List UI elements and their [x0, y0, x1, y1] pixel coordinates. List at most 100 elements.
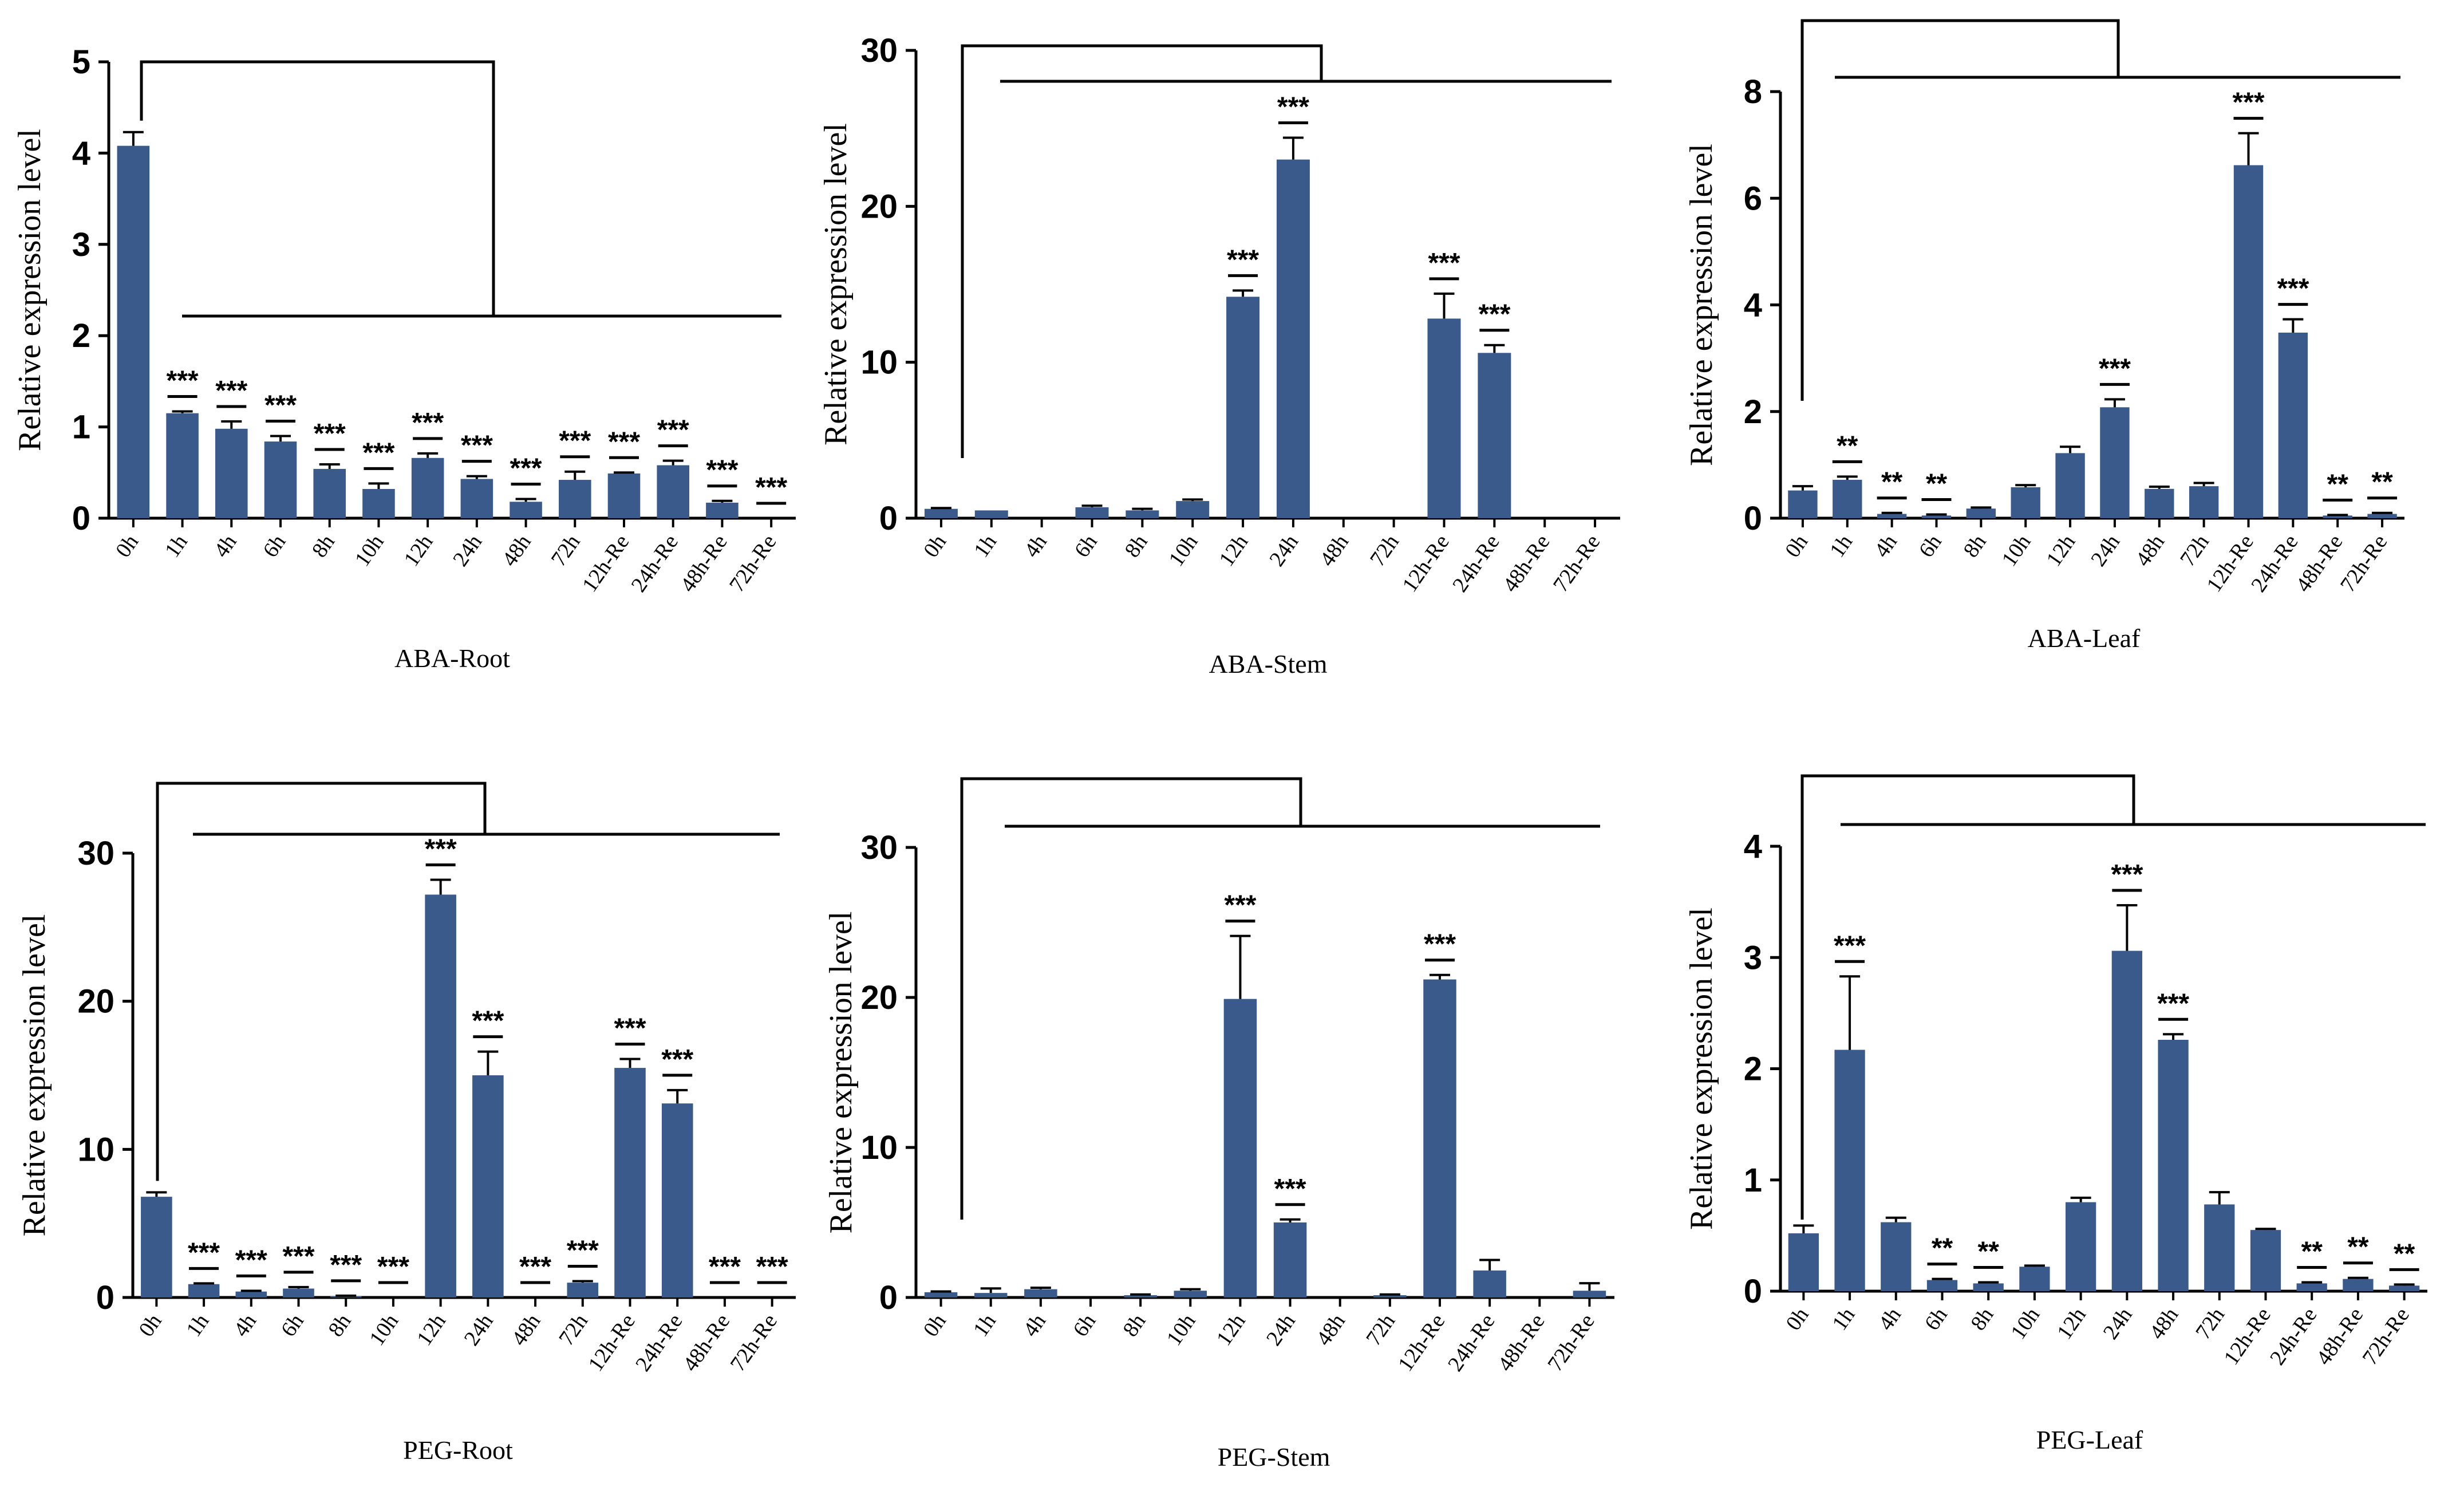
x-tick-label: 48h — [1315, 530, 1353, 571]
x-tick-label: 1h — [160, 530, 192, 562]
y-tick-label: 10 — [77, 1131, 114, 1168]
bar-0h — [1788, 490, 1818, 518]
significance-label: *** — [567, 1236, 599, 1266]
bar-4h — [1881, 1222, 1912, 1291]
x-tick-label: 0h — [1780, 530, 1813, 562]
y-tick-label: 1 — [1744, 1162, 1762, 1199]
significance-label: *** — [1227, 244, 1259, 275]
x-tick-label: 4h — [1870, 530, 1902, 562]
chart-aba-stem: 0 10 20 30 Relative expression level 0h 1h 4h 6h… — [818, 32, 1620, 679]
bar-12h-Re — [1423, 979, 1456, 1297]
bar-8h — [313, 468, 346, 518]
bar-12h — [1226, 297, 1260, 518]
x-tick-label: 12h — [412, 1309, 451, 1350]
significance-label: ** — [2301, 1236, 2323, 1267]
x-tick-label: 8h — [1120, 530, 1152, 562]
x-tick-label: 8h — [307, 530, 339, 562]
x-tick-label: 10h — [350, 530, 389, 571]
chart-aba-root: 0 1 2 3 4 5 Relative expression level 0h 1h *** 4h… — [12, 44, 796, 673]
x-tick-label: 72h — [1361, 1309, 1400, 1350]
y-tick-label: 0 — [1744, 1273, 1762, 1310]
y-axis-label: Relative expression level — [1684, 908, 1719, 1230]
bar-8h — [1126, 510, 1159, 518]
x-tick-label: 12h — [2052, 1303, 2091, 1344]
bar-10h — [1174, 1291, 1207, 1297]
x-tick-label: 10h — [2006, 1303, 2044, 1344]
x-tick-label: 48h — [2145, 1303, 2183, 1344]
significance-label: ** — [2327, 469, 2349, 499]
significance-label: *** — [188, 1237, 220, 1268]
x-tick-label: 0h — [135, 1309, 167, 1341]
y-tick-label: 4 — [1744, 828, 1762, 865]
bar-12h-Re — [2250, 1230, 2281, 1291]
bar-4h — [1024, 1289, 1057, 1297]
bar-24h — [1273, 1222, 1307, 1297]
x-tick-label: 0h — [111, 530, 143, 562]
x-tick-label: 24h-Re — [2246, 530, 2303, 597]
bar-6h — [1075, 507, 1109, 518]
bar-8h — [1966, 508, 1996, 518]
significance-label: *** — [1834, 930, 1866, 961]
significance-label: *** — [1277, 92, 1309, 123]
significance-label: *** — [235, 1245, 267, 1275]
y-tick-label: 10 — [860, 344, 898, 381]
x-tick-label: 24h-Re — [627, 530, 684, 597]
x-tick-label: 1h — [1827, 1303, 1859, 1335]
significance-label: ** — [1932, 1233, 1953, 1264]
chart-title: ABA-Stem — [1209, 649, 1328, 679]
x-tick-label: 48h-Re — [2291, 530, 2348, 597]
bar-12h — [1223, 999, 1257, 1297]
bar-10h — [362, 488, 395, 518]
significance-label: *** — [559, 426, 591, 456]
y-tick-label: 5 — [72, 44, 90, 81]
bar-24h — [460, 479, 493, 518]
significance-label: *** — [755, 472, 787, 503]
x-tick-label: 6h — [1070, 530, 1102, 562]
bar-8h — [1973, 1283, 2004, 1291]
x-tick-label: 1h — [181, 1309, 214, 1341]
bar-12h-Re — [607, 473, 641, 518]
x-tick-label: 48h-Re — [1493, 1309, 1550, 1376]
bar-4h — [215, 428, 248, 518]
bar-10h — [2019, 1267, 2050, 1291]
significance-label: *** — [1478, 299, 1510, 330]
x-tick-label: 48h-Re — [678, 1309, 735, 1376]
significance-label: *** — [215, 376, 247, 406]
significance-label: *** — [2157, 988, 2189, 1019]
bar-10h — [2011, 487, 2040, 518]
bar-0h — [924, 508, 958, 518]
comparison-bracket — [140, 60, 781, 318]
x-tick-label: 12h-Re — [578, 530, 634, 597]
x-tick-label: 24h-Re — [631, 1309, 688, 1376]
bar-6h — [283, 1288, 314, 1297]
x-tick-label: 12h — [1214, 530, 1253, 571]
bar-1h — [188, 1284, 220, 1297]
bar-12h-Re — [614, 1068, 646, 1297]
x-tick-label: 0h — [1782, 1303, 1814, 1335]
x-tick-label: 24h — [2099, 1303, 2137, 1344]
chart-peg-root: 0 10 20 30 Relative expression level 0h 1h *** 4… — [17, 782, 796, 1465]
significance-label: *** — [706, 455, 738, 486]
significance-label: ** — [1978, 1236, 2000, 1267]
y-tick-label: 8 — [1744, 73, 1762, 111]
y-tick-label: 1 — [72, 409, 90, 446]
bar-6h — [264, 441, 297, 518]
x-tick-label: 12h — [1212, 1309, 1250, 1350]
y-axis-label: Relative expression level — [12, 129, 48, 451]
y-tick-label: 20 — [860, 979, 898, 1016]
bar-1h — [974, 510, 1008, 518]
significance-label: *** — [519, 1252, 551, 1282]
x-tick-label: 24h — [2086, 530, 2125, 571]
bar-12h-Re — [1427, 318, 1461, 518]
significance-label: *** — [1428, 248, 1460, 278]
bar-72h — [559, 480, 591, 518]
y-tick-label: 4 — [72, 135, 90, 172]
significance-label: *** — [661, 1044, 693, 1075]
y-tick-label: 2 — [72, 317, 90, 354]
bar-72h — [567, 1283, 599, 1297]
significance-label: *** — [377, 1252, 409, 1282]
significance-label: ** — [2394, 1238, 2415, 1269]
bar-72h-Re — [2389, 1285, 2420, 1291]
x-tick-label: 24h — [1262, 1309, 1300, 1350]
x-tick-label: 4h — [1874, 1303, 1906, 1335]
